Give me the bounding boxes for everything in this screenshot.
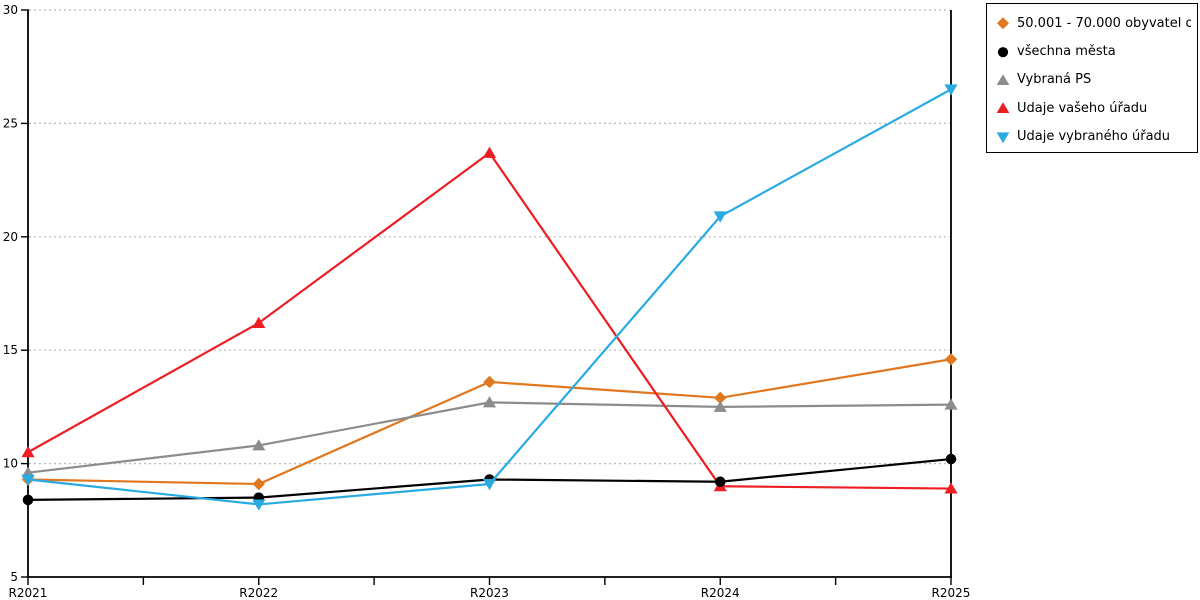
legend-label: Vybraná PS — [1017, 72, 1092, 88]
legend-label: 50.001 - 70.000 obyvatel obc... — [1017, 15, 1191, 31]
series-4 — [21, 84, 958, 511]
legend-label: Údaje vašeho úřadu — [1017, 100, 1148, 116]
x-tick-label: R2022 — [239, 586, 278, 600]
legend-item-3[interactable]: Údaje vašeho úřadu — [996, 94, 1191, 122]
series-0 — [21, 353, 958, 491]
data-point-marker — [713, 211, 727, 223]
legend-item-2[interactable]: Vybraná PS — [996, 66, 1191, 94]
triangle-up-icon — [996, 74, 1010, 85]
data-point-marker — [482, 146, 497, 158]
y-tick-label: 10 — [3, 457, 18, 471]
triangle-up-icon — [996, 102, 1010, 114]
data-point-marker — [714, 391, 727, 405]
data-point-marker — [21, 446, 35, 458]
data-point-marker — [252, 477, 265, 491]
legend-item-4[interactable]: Údaje vybraného úřadu — [996, 123, 1191, 151]
legend-item-1[interactable]: všechna města — [996, 37, 1191, 65]
y-tick-label: 25 — [3, 116, 18, 130]
y-tick-label: 15 — [3, 343, 18, 357]
diamond-icon — [997, 17, 1009, 30]
data-point-marker — [944, 84, 958, 96]
series-2 — [21, 396, 958, 478]
data-point-marker — [483, 375, 496, 389]
series-line — [27, 401, 952, 474]
data-point-marker — [945, 453, 957, 465]
data-point-marker — [944, 353, 958, 366]
data-point-marker — [944, 398, 958, 410]
y-tick-label: 5 — [10, 570, 18, 584]
y-tick-label: 30 — [3, 3, 18, 17]
x-tick-label: R2024 — [701, 586, 740, 600]
series-line — [27, 151, 952, 490]
circle-icon — [997, 46, 1009, 57]
data-point-marker — [252, 316, 266, 328]
x-tick-label: R2025 — [932, 586, 971, 600]
triangle-down-icon — [996, 132, 1010, 143]
data-point-marker — [21, 474, 35, 486]
x-tick-label: R2021 — [9, 586, 48, 600]
data-point-marker — [713, 400, 727, 412]
series-3 — [21, 146, 958, 494]
data-point-marker — [252, 499, 266, 511]
legend-label: Údaje vybraného úřadu — [1017, 129, 1171, 145]
legend-item-0[interactable]: 50.001 - 70.000 obyvatel obc... — [996, 9, 1191, 37]
data-point-marker — [482, 396, 497, 408]
data-point-marker — [482, 479, 497, 491]
legend-label: všechna města — [1017, 44, 1116, 60]
data-point-marker — [944, 482, 958, 494]
x-tick-label: R2023 — [470, 586, 509, 600]
chart-legend: 50.001 - 70.000 obyvatel obc... všechna m… — [986, 3, 1198, 153]
data-point-marker — [252, 439, 266, 451]
data-point-marker — [22, 494, 34, 506]
data-point-marker — [714, 476, 726, 488]
y-tick-label: 20 — [3, 230, 18, 244]
